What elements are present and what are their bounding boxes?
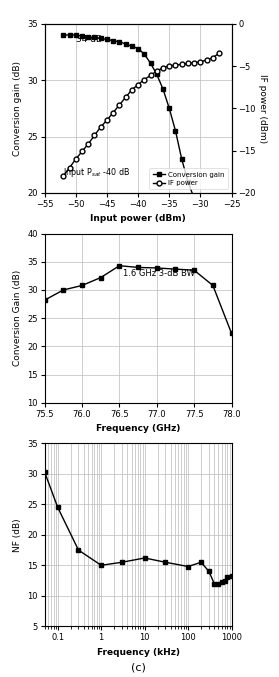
Conversion gain xyxy=(68,31,71,39)
IF power xyxy=(149,71,152,79)
Y-axis label: Conversion Gain (dB): Conversion Gain (dB) xyxy=(13,270,21,366)
IF power xyxy=(86,139,90,148)
Conversion gain xyxy=(155,70,158,79)
IF power xyxy=(112,108,115,116)
IF power xyxy=(161,64,165,72)
IF power xyxy=(80,148,84,156)
Conversion gain xyxy=(205,228,208,236)
IF power xyxy=(174,61,177,69)
Y-axis label: IF power (dBm): IF power (dBm) xyxy=(258,74,267,143)
Conversion gain xyxy=(180,155,183,163)
Conversion gain xyxy=(112,37,115,45)
IF power xyxy=(199,58,202,66)
IF power xyxy=(118,101,121,109)
Conversion gain xyxy=(149,59,152,67)
Text: 34 dB: 34 dB xyxy=(76,35,102,44)
Conversion gain xyxy=(130,42,134,50)
X-axis label: Frequency (GHz): Frequency (GHz) xyxy=(96,424,180,433)
Conversion gain xyxy=(124,40,127,48)
Line: Conversion gain: Conversion gain xyxy=(61,32,222,263)
IF power xyxy=(168,62,171,70)
Text: (b): (b) xyxy=(130,445,146,455)
IF power xyxy=(211,53,215,62)
IF power xyxy=(105,116,109,124)
Text: 1.6 GHz 3-dB BW: 1.6 GHz 3-dB BW xyxy=(123,269,195,278)
Conversion gain xyxy=(174,127,177,135)
IF power xyxy=(62,172,65,180)
IF power xyxy=(217,49,221,58)
Conversion gain xyxy=(186,177,190,185)
Text: (a): (a) xyxy=(130,235,146,245)
IF power xyxy=(74,155,78,163)
Text: (c): (c) xyxy=(131,663,146,673)
Conversion gain xyxy=(217,257,221,265)
Legend: Conversion gain, IF power: Conversion gain, IF power xyxy=(149,169,228,190)
IF power xyxy=(68,163,71,171)
Conversion gain xyxy=(199,211,202,219)
Conversion gain xyxy=(193,194,196,202)
IF power xyxy=(130,85,134,93)
Y-axis label: Conversion gain (dB): Conversion gain (dB) xyxy=(13,61,21,156)
IF power xyxy=(136,81,140,89)
Conversion gain xyxy=(62,31,65,39)
Conversion gain xyxy=(161,85,165,93)
Text: Input P$_{sat}$ -40 dB: Input P$_{sat}$ -40 dB xyxy=(63,167,130,179)
IF power xyxy=(143,75,146,83)
Conversion gain xyxy=(168,104,171,112)
IF power xyxy=(155,67,158,75)
Conversion gain xyxy=(143,50,146,58)
IF power xyxy=(180,60,183,68)
X-axis label: Input power (dBm): Input power (dBm) xyxy=(90,215,186,223)
IF power xyxy=(124,93,127,102)
Conversion gain xyxy=(136,45,140,53)
IF power xyxy=(99,123,102,131)
X-axis label: Frequency (kHz): Frequency (kHz) xyxy=(97,648,180,657)
Conversion gain xyxy=(118,38,121,46)
Conversion gain xyxy=(105,35,109,43)
IF power xyxy=(205,56,208,64)
Y-axis label: NF (dB): NF (dB) xyxy=(13,518,21,552)
IF power xyxy=(186,60,190,68)
Conversion gain xyxy=(80,32,84,40)
Line: IF power: IF power xyxy=(61,51,222,179)
Conversion gain xyxy=(86,33,90,41)
Conversion gain xyxy=(93,33,96,41)
IF power xyxy=(93,131,96,139)
IF power xyxy=(193,58,196,66)
Conversion gain xyxy=(74,31,78,39)
Conversion gain xyxy=(211,245,215,253)
Conversion gain xyxy=(99,35,102,43)
